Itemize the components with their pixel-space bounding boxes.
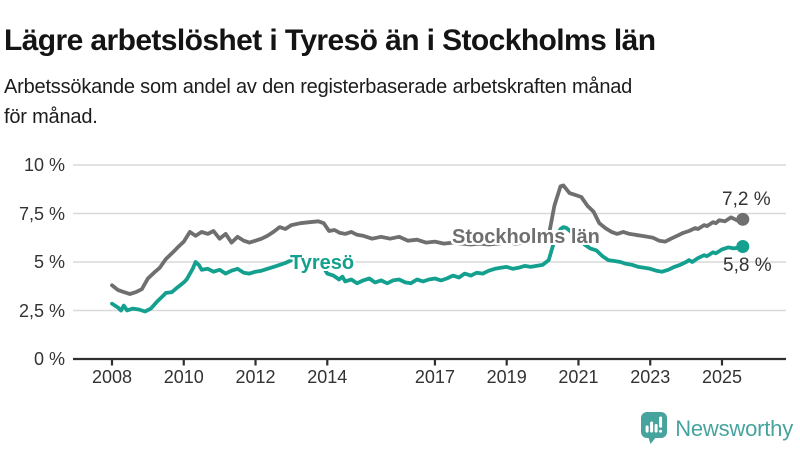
end-dot-stockholm [736, 212, 750, 226]
series-label-tyreso: Tyresö [290, 252, 355, 274]
newsworthy-logo[interactable]: Newsworthy [641, 412, 793, 445]
subtitle-line-2: för månad. [4, 106, 98, 128]
x-tick-label: 2021 [558, 367, 599, 387]
line-tyreso [110, 225, 745, 314]
subtitle-line-1: Arbetssökande som andel av den registerb… [4, 76, 633, 98]
brand-name: Newsworthy [675, 415, 793, 441]
x-tick-label: 2023 [630, 367, 671, 387]
y-tick-label: 7,5 % [18, 203, 65, 224]
x-tick-label: 2012 [235, 367, 276, 387]
page-title: Lägre arbetslöshet i Tyresö än i Stockho… [4, 24, 656, 58]
series-label-stockholm: Stockholms län [452, 226, 600, 248]
x-tick-label: 2010 [163, 367, 204, 387]
x-tick-label: 2017 [414, 367, 455, 387]
y-tick-label: 5 % [33, 252, 65, 272]
x-tick-label: 2019 [486, 367, 527, 387]
line-stockholm [110, 183, 745, 296]
y-tick-label: 0 % [33, 349, 65, 369]
x-tick-label: 2025 [701, 367, 742, 387]
chart-subtitle: Arbetssökande som andel av den registerb… [4, 72, 784, 132]
end-value-tyreso: 5,8 % [723, 255, 772, 276]
x-tick-label: 2008 [91, 367, 133, 387]
y-tick-label: 2,5 % [18, 300, 65, 321]
bar-chart-speech-bubble-icon [641, 412, 668, 444]
y-tick-label: 10 % [23, 155, 65, 175]
end-dot-tyreso [736, 239, 750, 253]
end-value-stockholm: 7,2 % [722, 189, 771, 210]
x-tick-label: 2014 [307, 367, 348, 387]
